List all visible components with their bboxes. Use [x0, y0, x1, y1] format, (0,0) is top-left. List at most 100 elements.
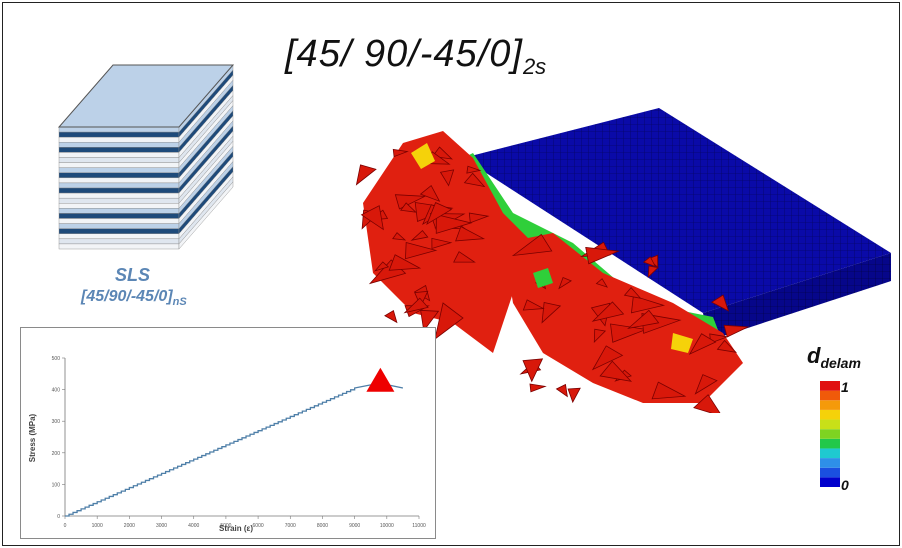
stack-layer-front: [58, 208, 180, 214]
layup-title: [45/ 90/-45/0]2s: [285, 33, 547, 79]
damage-shard: [439, 169, 455, 187]
stack-layer-front: [58, 152, 180, 158]
stack-layer-front: [58, 218, 180, 224]
y-tick-label: 100: [52, 482, 61, 488]
damage-shard: [688, 333, 717, 355]
x-tick-label: 2000: [124, 523, 135, 529]
damage-shard: [463, 172, 486, 188]
damage-shard: [410, 230, 429, 241]
damage-shard: [567, 387, 581, 404]
stack-top-face: [57, 64, 235, 128]
damage-shard: [403, 297, 429, 314]
y-tick-label: 500: [52, 356, 61, 362]
stack-layer-side: [178, 181, 234, 250]
damage-shard: [693, 394, 721, 413]
x-tick-label: 1000: [92, 523, 103, 529]
damage-yellow-patch: [411, 143, 435, 169]
damage-shard: [541, 301, 562, 324]
legend-color-cell: [820, 419, 840, 430]
stack-layer-front: [58, 162, 180, 168]
damage-shard: [558, 277, 572, 290]
damage-shard: [610, 323, 648, 343]
damage-shard: [716, 339, 738, 353]
damage-shard: [455, 226, 486, 242]
legend-max-label: 1: [841, 379, 849, 395]
damage-shard: [627, 309, 660, 329]
damage-shard: [630, 295, 666, 314]
legend-color-cell: [820, 409, 840, 420]
legend-color-cell: [820, 467, 840, 478]
stack-layer-front: [58, 228, 180, 234]
legend-color-cell: [820, 381, 840, 391]
legend-color-cell: [820, 429, 840, 439]
x-tick-label: 0: [64, 523, 67, 529]
damage-shard: [419, 184, 441, 202]
damage-shard: [522, 358, 544, 383]
damage-shard: [392, 232, 407, 241]
x-tick-label: 7000: [285, 523, 296, 529]
stack-layer-front: [58, 167, 180, 173]
stack-layer-front: [58, 182, 180, 189]
damage-shard: [388, 254, 422, 271]
x-tick-label: 9000: [349, 523, 360, 529]
x-tick-label: 10000: [380, 523, 394, 529]
damage-shard: [420, 309, 440, 332]
legend-color-cell: [820, 390, 840, 401]
x-tick-label: 11000: [412, 523, 426, 529]
damage-shard: [599, 360, 633, 382]
stack-layer-front: [58, 243, 180, 250]
damage-spike: [434, 302, 464, 340]
y-axis-label: Stress (MPa): [28, 413, 37, 462]
damage-shard: [400, 202, 417, 213]
y-tick-label: 300: [52, 419, 61, 425]
damage-shard: [710, 294, 730, 312]
damage-shard: [593, 328, 607, 344]
delamination-mesh-illustration: [355, 108, 891, 413]
y-tick-label: 0: [57, 514, 60, 520]
sls-layup-label: [45/90/-45/0]nS: [81, 288, 187, 309]
legend-color-cell: [820, 400, 840, 410]
damage-shard: [591, 301, 625, 322]
damage-shard: [529, 383, 547, 393]
damage-shard: [373, 261, 390, 272]
damage-shard: [647, 265, 659, 279]
damage-shard: [511, 233, 553, 257]
damage-shard: [414, 290, 429, 308]
x-tick-label: 3000: [156, 523, 167, 529]
legend-color-cell: [820, 477, 840, 487]
legend-color-cell: [820, 438, 840, 449]
stack-layer-front: [58, 177, 180, 184]
laminate-stack-illustration: [57, 64, 235, 250]
damage-shard: [651, 381, 687, 400]
stack-layer-front: [58, 136, 180, 143]
stack-layer-front: [58, 131, 180, 138]
x-axis-label: Strain (ε): [219, 524, 253, 533]
damage-shard: [384, 309, 398, 324]
stack-layer-front: [58, 126, 180, 133]
damage-shard: [723, 324, 750, 338]
legend-title: ddelam: [807, 343, 861, 371]
damage-shard: [431, 237, 453, 250]
damage-shard: [522, 299, 545, 311]
stack-layer-front: [58, 172, 180, 179]
stack-layer-front: [58, 142, 180, 148]
stack-layer-front: [58, 233, 180, 240]
damage-shard: [360, 205, 384, 231]
stack-layer-front: [58, 223, 180, 229]
damage-shard: [355, 164, 377, 186]
damage-region-left: [363, 131, 543, 353]
legend-color-cell: [820, 458, 840, 468]
stress-strain-chart: 0 1000 2000 3000 4000 5000 6000 7000 8000 9000 100…: [20, 327, 436, 539]
stack-layer-front: [58, 197, 180, 204]
damage-shard: [392, 148, 409, 158]
damage-shard: [468, 212, 490, 224]
legend-color-cell: [820, 448, 840, 459]
legend-min-label: 0: [841, 477, 849, 493]
damage-shard: [426, 202, 453, 226]
stack-layer-front: [58, 187, 180, 194]
damage-shard: [466, 165, 482, 174]
stack-layer-front: [58, 203, 180, 209]
damage-shard: [453, 251, 476, 263]
stack-layer-front: [58, 213, 180, 219]
damage-shard: [642, 256, 657, 268]
